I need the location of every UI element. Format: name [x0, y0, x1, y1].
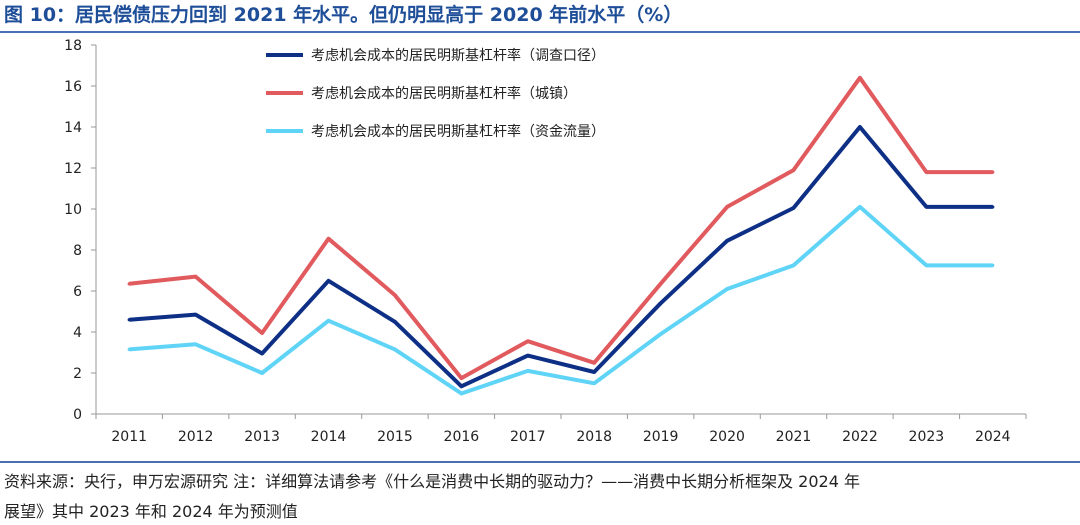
x-tick-label: 2024 [975, 429, 1011, 445]
series-layer [127, 75, 995, 396]
line-chart: 0 2 4 6 8 10 12 14 16 18 2011 2012 2013 2014 2015 2016 2… [64, 38, 1027, 445]
x-tick-label: 2019 [643, 429, 679, 445]
series-line-0 [129, 125, 993, 389]
data-point [791, 263, 796, 267]
legend-label: 考虑机会成本的居民明斯基杠杆率（资金流量） [311, 123, 605, 140]
chart-title: 图 10：居民偿债压力回到 2021 年水平。但仍明显高于 2020 年前水平（… [4, 4, 683, 26]
y-tick-label: 0 [73, 407, 82, 423]
data-point [459, 376, 463, 380]
data-point [659, 282, 663, 286]
data-point [127, 318, 131, 322]
data-point [858, 125, 862, 129]
data-point [194, 312, 198, 317]
data-point [659, 332, 663, 336]
data-point [991, 170, 995, 174]
data-point [194, 275, 198, 279]
series-line-1 [128, 75, 993, 381]
legend: 考虑机会成本的居民明斯基杠杆率（调查口径） 考虑机会成本的居民明斯基杠杆率（城镇）… [266, 47, 605, 140]
data-point [393, 293, 397, 297]
y-tick-label: 14 [64, 120, 82, 136]
x-tick-label: 2021 [776, 429, 812, 445]
x-tick-label: 2012 [178, 429, 214, 445]
data-point [991, 263, 995, 267]
x-tick-label: 2014 [311, 429, 347, 445]
data-point [326, 279, 331, 283]
x-tick-label: 2017 [510, 429, 546, 445]
y-tick-label: 10 [64, 202, 82, 218]
data-point [725, 287, 729, 291]
data-point [260, 331, 264, 335]
data-point [194, 342, 198, 346]
data-point [858, 205, 862, 209]
data-point [924, 205, 928, 209]
data-point [393, 320, 397, 324]
data-point [526, 353, 530, 358]
source-note-line1: 资料来源：央行，申万宏源研究 注：详细算法请参考《什么是消费中长期的驱动力？——… [4, 472, 860, 491]
data-point [791, 168, 796, 172]
data-point [459, 391, 463, 396]
data-point [725, 239, 729, 243]
source-divider [0, 461, 1080, 463]
data-point [326, 319, 331, 323]
data-point [526, 369, 530, 373]
legend-label: 考虑机会成本的居民明斯基杠杆率（城镇） [311, 85, 577, 102]
data-point [459, 384, 463, 388]
data-point [791, 206, 796, 210]
data-point [725, 205, 729, 209]
x-tick-label: 2016 [444, 429, 480, 445]
data-point [260, 371, 264, 375]
y-tick-label: 18 [64, 38, 82, 54]
data-point [326, 237, 331, 241]
x-tick-label: 2022 [842, 429, 878, 445]
x-tick-label: 2011 [111, 429, 147, 445]
y-tick-label: 16 [64, 79, 82, 95]
data-point [127, 282, 131, 286]
data-point [127, 347, 131, 352]
x-tick-label: 2020 [709, 429, 745, 445]
data-point [924, 263, 928, 267]
data-point [393, 347, 397, 352]
y-tick-label: 6 [73, 284, 82, 300]
data-point [592, 361, 596, 365]
y-tick-label: 2 [73, 366, 82, 382]
data-point [592, 381, 596, 385]
data-point [592, 370, 596, 374]
data-point [991, 205, 995, 209]
y-tick-label: 4 [73, 325, 82, 341]
x-tick-label: 2013 [244, 429, 280, 445]
data-point [260, 351, 264, 356]
data-point [858, 76, 862, 80]
legend-label: 考虑机会成本的居民明斯基杠杆率（调查口径） [311, 47, 605, 64]
data-point [659, 301, 663, 305]
source-note-line2: 展望》其中 2023 年和 2024 年为预测值 [4, 502, 298, 521]
x-tick-label: 2015 [377, 429, 413, 445]
y-tick-label: 8 [73, 243, 82, 259]
x-tick-label: 2023 [909, 429, 945, 445]
data-point [924, 170, 928, 174]
data-point [526, 339, 530, 343]
axes: 0 2 4 6 8 10 12 14 16 18 2011 2012 2013 2014 2015 2016 2… [64, 38, 1027, 445]
y-tick-label: 12 [64, 161, 82, 177]
x-tick-label: 2018 [576, 429, 612, 445]
title-divider [0, 31, 1080, 33]
series-line-2 [129, 204, 993, 396]
